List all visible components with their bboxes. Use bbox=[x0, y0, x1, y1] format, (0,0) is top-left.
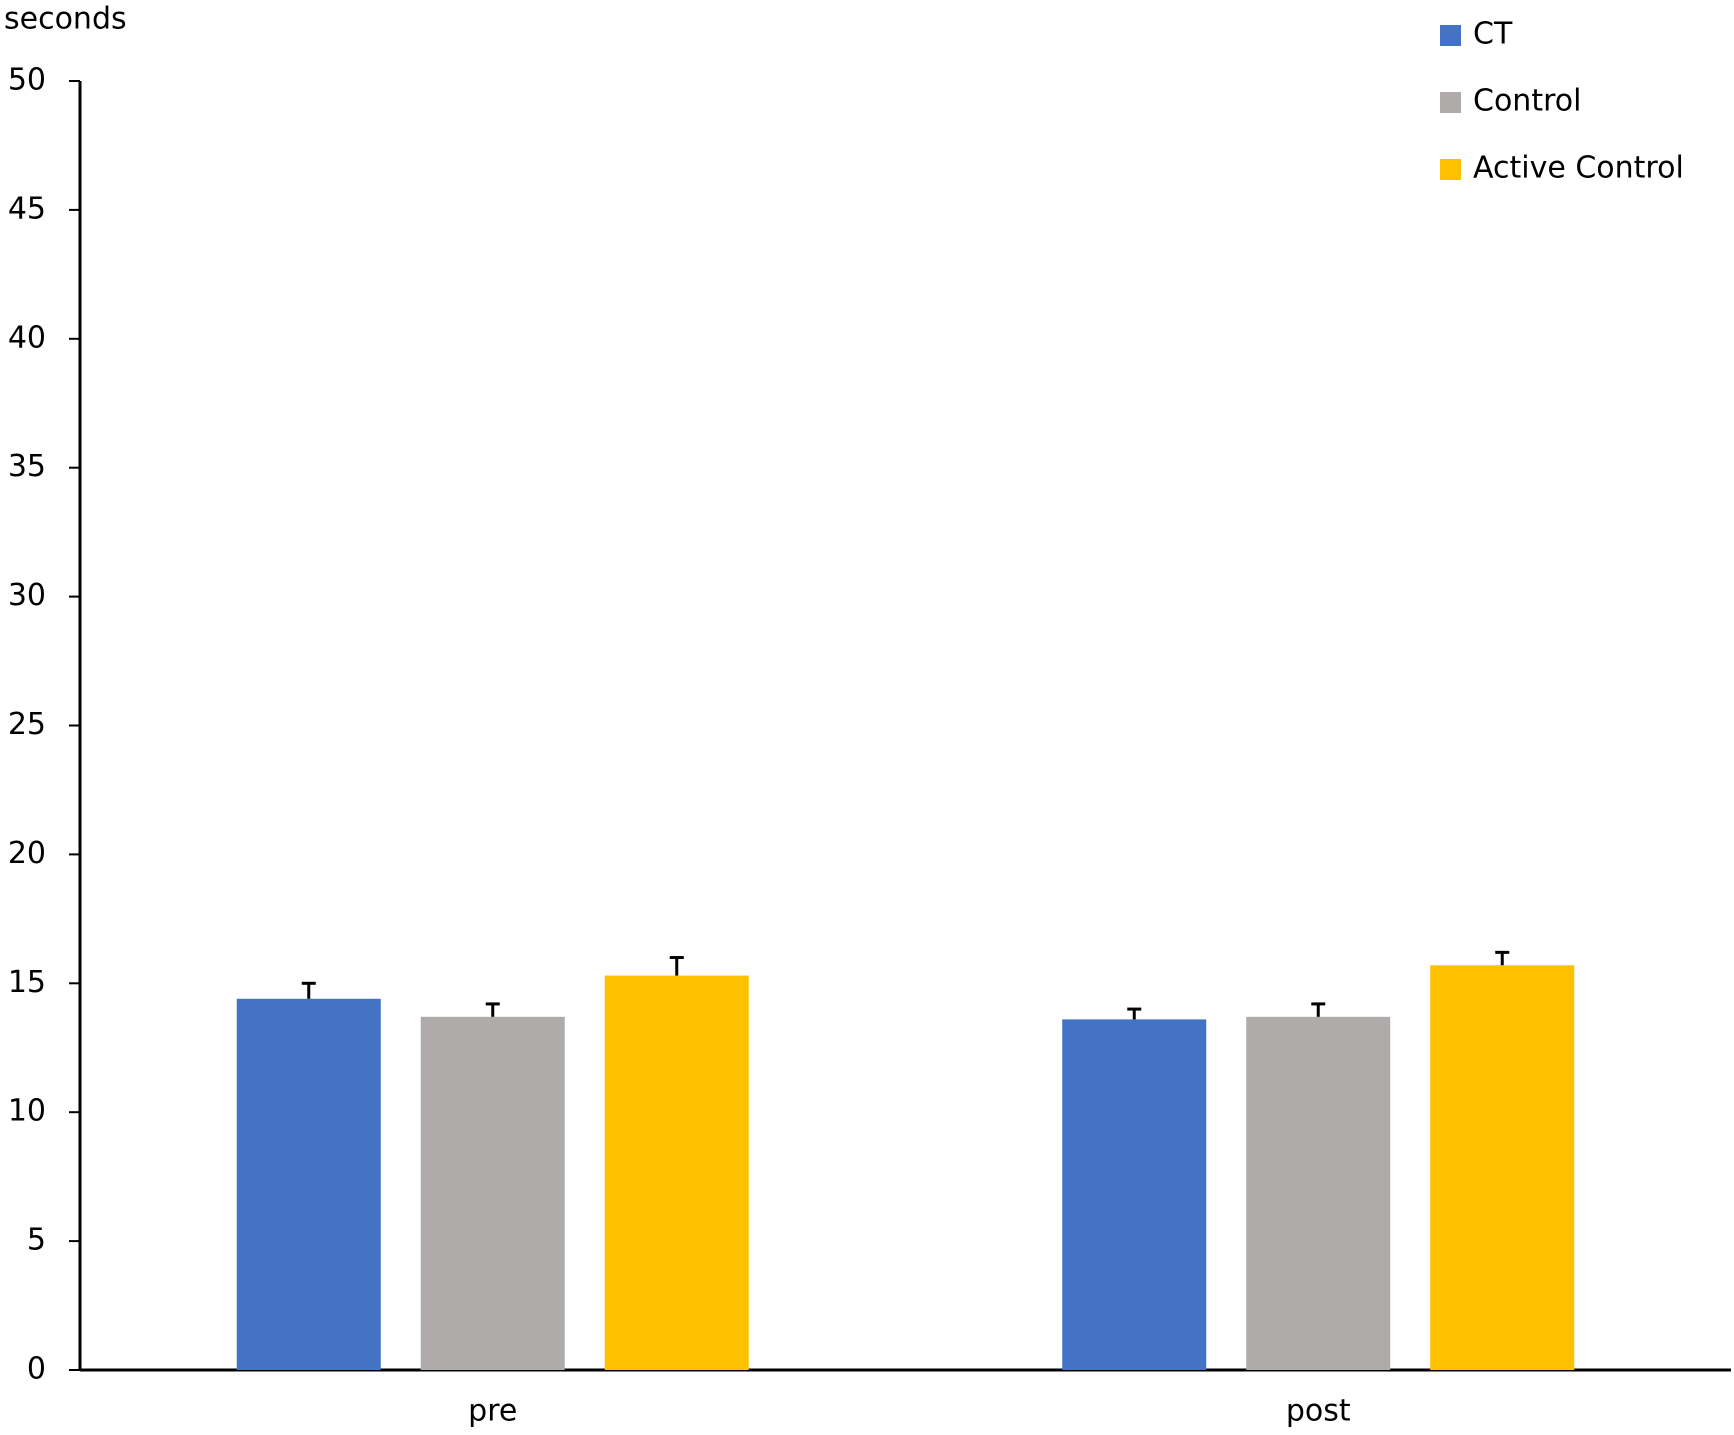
legend-label: CT bbox=[1473, 17, 1513, 52]
y-tick-label: 10 bbox=[8, 1094, 46, 1129]
y-axis-label: seconds bbox=[4, 2, 127, 37]
y-tick-label: 35 bbox=[8, 449, 46, 484]
bar bbox=[604, 975, 749, 1370]
error-bar bbox=[301, 981, 316, 999]
error-bar bbox=[669, 956, 684, 976]
error-bar bbox=[1127, 1007, 1142, 1020]
bar bbox=[1430, 965, 1575, 1370]
x-tick-label: post bbox=[1286, 1394, 1351, 1429]
y-tick-label: 25 bbox=[8, 707, 46, 742]
bar bbox=[1062, 1019, 1207, 1370]
y-tick-label: 45 bbox=[8, 191, 46, 226]
bar bbox=[236, 998, 381, 1370]
legend-label: Active Control bbox=[1473, 151, 1684, 186]
legend-swatch bbox=[1440, 159, 1461, 180]
y-tick-label: 0 bbox=[27, 1352, 46, 1387]
error-bar bbox=[1311, 1002, 1326, 1017]
x-tick-label: pre bbox=[468, 1394, 517, 1429]
y-tick-label: 30 bbox=[8, 578, 46, 613]
y-tick-label: 20 bbox=[8, 836, 46, 871]
legend-swatch bbox=[1440, 92, 1461, 113]
bar bbox=[1246, 1016, 1391, 1370]
legend-swatch bbox=[1440, 25, 1461, 46]
y-tick-label: 40 bbox=[8, 320, 46, 355]
legend-label: Control bbox=[1473, 84, 1581, 119]
error-bar bbox=[1495, 950, 1510, 966]
y-tick-label: 5 bbox=[27, 1223, 46, 1258]
error-bar bbox=[485, 1002, 500, 1017]
y-tick-label: 15 bbox=[8, 965, 46, 1000]
y-tick-label: 50 bbox=[8, 63, 46, 98]
bar bbox=[420, 1016, 565, 1370]
